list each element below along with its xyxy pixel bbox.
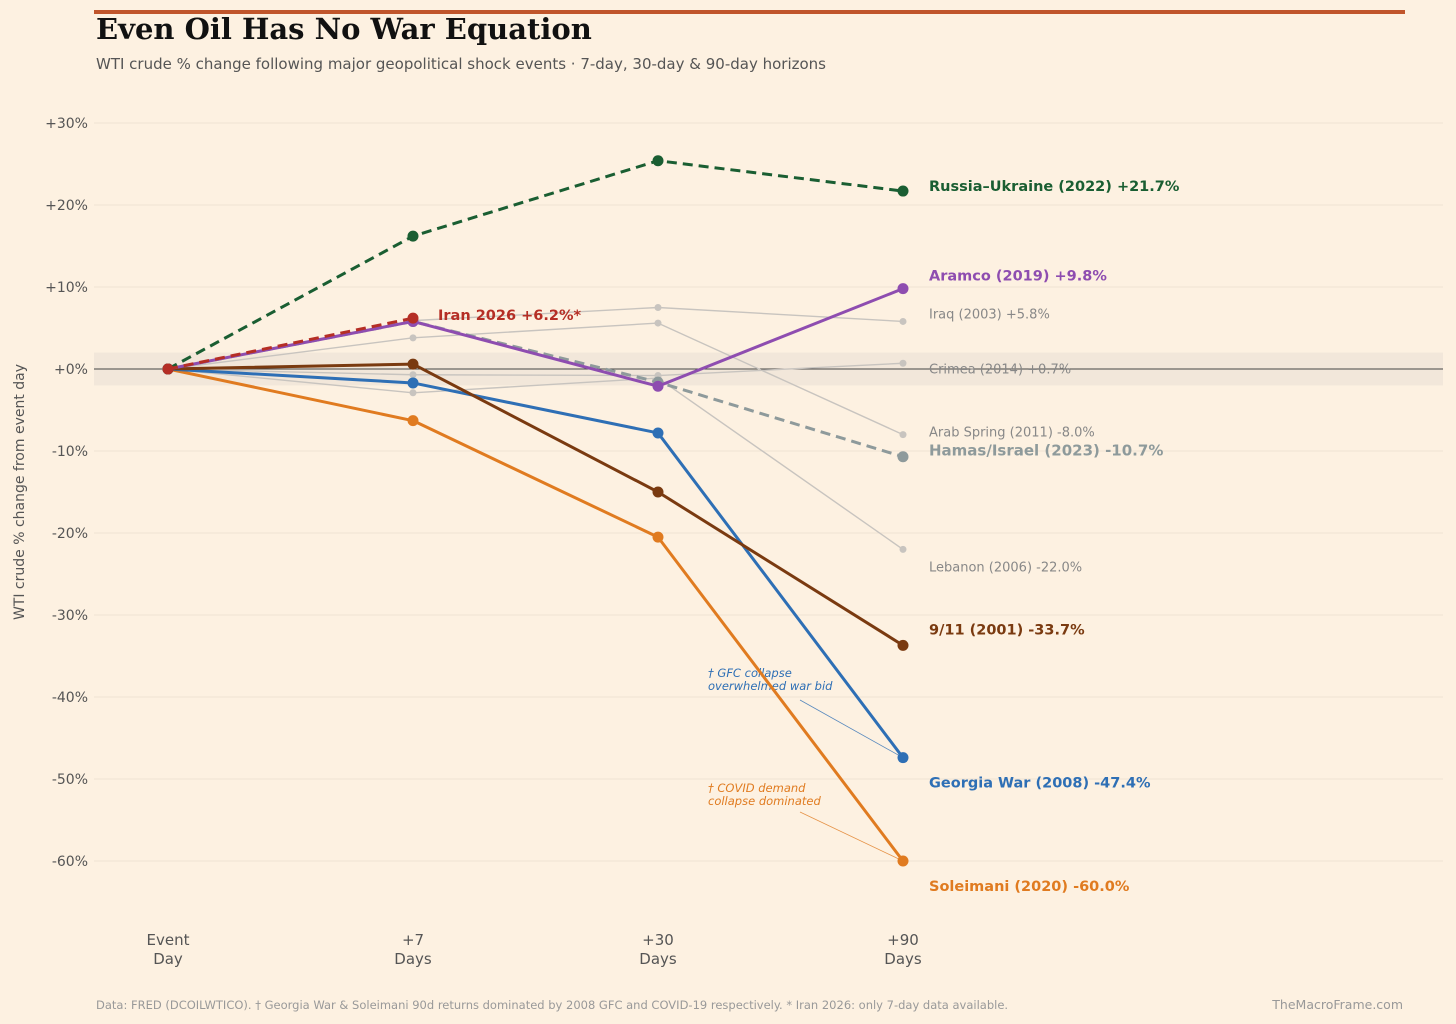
series-label: 9/11 (2001) -33.7%: [929, 622, 1085, 638]
series-9-11-2001: 9/11 (2001) -33.7%: [162, 358, 1085, 651]
x-tick-line: +7: [402, 931, 424, 949]
data-point: [409, 334, 417, 342]
data-point: [407, 377, 419, 389]
series-iran-2026: Iran 2026 +6.2%*: [162, 308, 581, 375]
data-point: [409, 371, 417, 379]
source-note: Data: FRED (DCOILWTICO). † Georgia War &…: [96, 998, 1009, 1012]
y-tick-label: +0%: [54, 362, 88, 378]
data-point: [897, 752, 909, 764]
series-line: [167, 287, 904, 388]
annotation-line: collapse dominated: [708, 794, 821, 808]
x-tick-label: +90 Days: [884, 931, 922, 968]
series-label: Arab Spring (2011) -8.0%: [929, 426, 1095, 441]
series-label: Aramco (2019) +9.8%: [929, 269, 1107, 285]
x-tick-line: Days: [884, 950, 922, 968]
series-russia-ukraine-2022: Russia–Ukraine (2022) +21.7%: [162, 155, 1180, 375]
data-point: [899, 431, 907, 439]
series-label: Georgia War (2008) -47.4%: [929, 776, 1151, 792]
data-point: [162, 363, 174, 375]
data-point: [652, 380, 664, 392]
data-point: [899, 359, 907, 367]
annotation-line: † COVID demand: [708, 781, 806, 795]
series-soleimani-2020: Soleimani (2020) -60.0%: [162, 363, 1130, 895]
series-line: [167, 362, 904, 377]
series-line: [167, 319, 904, 459]
data-point: [409, 389, 417, 397]
x-tick-line: +30: [642, 931, 674, 949]
series-label: Iran 2026 +6.2%*: [438, 308, 581, 324]
y-tick-label: -50%: [52, 772, 88, 788]
accent-bar: [94, 10, 1405, 14]
series-line: [167, 159, 904, 371]
y-axis-label: WTI crude % change from event day: [12, 364, 28, 620]
y-tick-label: -30%: [52, 608, 88, 624]
annotation-text: † GFC collapse overwhelmed war bid: [708, 666, 833, 693]
data-point: [897, 451, 909, 463]
series-label: Lebanon (2006) -22.0%: [929, 560, 1082, 575]
data-point: [407, 312, 419, 324]
y-tick-label: +30%: [45, 116, 88, 132]
data-point: [652, 531, 664, 543]
series-line: [167, 322, 904, 436]
chart-subtitle: WTI crude % change following major geopo…: [96, 55, 826, 73]
chart-title: Even Oil Has No War Equation: [96, 12, 592, 46]
data-point: [407, 230, 419, 242]
annotation-text: † COVID demand collapse dominated: [708, 781, 821, 808]
data-point: [652, 486, 664, 498]
series-label: Russia–Ukraine (2022) +21.7%: [929, 179, 1180, 195]
y-tick-label: -10%: [52, 444, 88, 460]
x-tick-line: Days: [394, 950, 432, 968]
y-tick-label: -20%: [52, 526, 88, 542]
data-point: [899, 317, 907, 325]
x-tick-line: +90: [887, 931, 919, 949]
series-line: [167, 367, 905, 759]
data-point: [407, 415, 419, 427]
x-tick-label: Event Day: [147, 931, 190, 968]
data-point: [897, 283, 909, 295]
y-tick-label: +10%: [45, 280, 88, 296]
data-point: [897, 639, 909, 651]
data-point: [899, 545, 907, 553]
x-tick-line: Day: [153, 950, 183, 968]
annotation-line: † GFC collapse: [708, 666, 792, 680]
data-point: [652, 155, 664, 167]
series-label: Crimea (2014) +0.7%: [929, 362, 1071, 377]
annotation-leader: [799, 811, 904, 862]
data-point: [654, 319, 662, 327]
brand-credit: TheMacroFrame.com: [1272, 997, 1403, 1012]
annotation-leader: [799, 699, 904, 759]
series-lebanon-2006: Lebanon (2006) -22.0%: [164, 365, 1082, 575]
y-tick-label: -60%: [52, 854, 88, 870]
y-tick-label: +20%: [45, 198, 88, 214]
series-line: [167, 367, 905, 862]
data-point: [407, 358, 419, 370]
series-line: [167, 362, 904, 647]
series-label: Hamas/Israel (2023) -10.7%: [929, 442, 1163, 460]
x-tick-line: Days: [639, 950, 677, 968]
series-crimea-2014: Crimea (2014) +0.7%: [164, 359, 1071, 380]
x-tick-label: +30 Days: [639, 931, 677, 968]
series-line: [167, 316, 414, 371]
x-tick-line: Event: [147, 931, 190, 949]
data-point: [897, 855, 909, 867]
series-label: Soleimani (2020) -60.0%: [929, 879, 1130, 895]
data-point: [652, 427, 664, 439]
series-line: [167, 368, 904, 550]
x-tick-label: +7 Days: [394, 931, 432, 968]
y-tick-label: -40%: [52, 690, 88, 706]
data-point: [654, 304, 662, 311]
series-label: Iraq (2003) +5.8%: [929, 307, 1050, 322]
data-point: [897, 185, 909, 197]
